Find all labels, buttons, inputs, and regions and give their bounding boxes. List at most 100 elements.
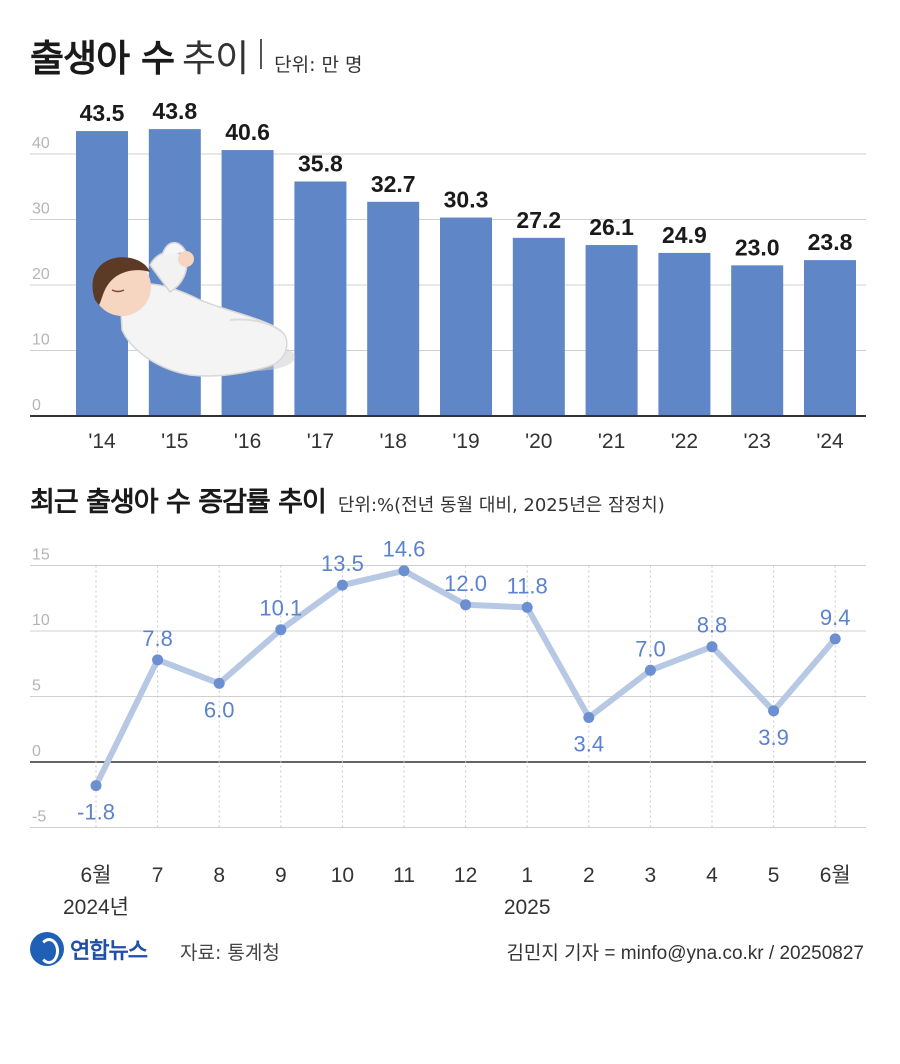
bar-xtick-label: '15 bbox=[161, 430, 188, 453]
yonhap-logo: 연합뉴스 bbox=[30, 932, 148, 966]
yonhap-logo-icon bbox=[30, 932, 64, 966]
line-value-label: 14.6 bbox=[383, 537, 426, 562]
line-point bbox=[521, 601, 533, 613]
line-value-label: 7.8 bbox=[142, 626, 173, 651]
bar-ytick-label: 0 bbox=[32, 397, 41, 414]
bar bbox=[440, 217, 492, 416]
line-point bbox=[706, 641, 718, 653]
line-value-label: 13.5 bbox=[321, 551, 364, 576]
line-value-label: 3.9 bbox=[758, 725, 789, 750]
line-xtick-label: 4 bbox=[706, 864, 718, 887]
line-xtick-label: 6월 bbox=[81, 864, 112, 887]
bar bbox=[512, 237, 565, 416]
bar-ytick-label: 30 bbox=[32, 201, 50, 218]
line-point bbox=[275, 624, 287, 636]
bar-value-label: 43.5 bbox=[80, 100, 125, 126]
bar-value-label: 24.9 bbox=[662, 222, 707, 248]
bar-value-label: 23.0 bbox=[735, 234, 780, 260]
bar-value-label: 27.2 bbox=[516, 207, 561, 233]
line-ytick-label: 10 bbox=[32, 612, 50, 629]
bar-xtick-label: '22 bbox=[671, 430, 698, 453]
bar-xtick-label: '23 bbox=[744, 430, 771, 453]
bar-xtick-label: '19 bbox=[452, 430, 479, 453]
line-point bbox=[829, 633, 841, 645]
bar-xtick-label: '20 bbox=[525, 430, 552, 453]
line-xtick-label: 6월 bbox=[820, 864, 851, 887]
bar-ytick-label: 20 bbox=[32, 266, 50, 283]
bar-xtick-label: '24 bbox=[816, 430, 844, 453]
bar-value-label: 40.6 bbox=[225, 119, 270, 145]
bar-value-label: 30.3 bbox=[444, 187, 489, 213]
bar-value-label: 35.8 bbox=[298, 151, 343, 177]
line-xtick-label: 12 bbox=[454, 864, 477, 887]
line-value-label: 7.0 bbox=[635, 636, 666, 661]
line-point bbox=[336, 579, 348, 591]
line-xtick-label: 11 bbox=[393, 864, 415, 887]
line-xtick-label: 9 bbox=[275, 864, 287, 887]
line-value-label: 6.0 bbox=[204, 697, 235, 722]
bar-xtick-label: '17 bbox=[307, 430, 334, 453]
bar-unit-label: 단위: 만 명 bbox=[274, 54, 363, 76]
line-xtick-label: 3 bbox=[645, 864, 657, 887]
yonhap-logo-text: 연합뉴스 bbox=[70, 939, 148, 964]
source-label: 자료: 통계청 bbox=[180, 942, 280, 964]
line-ytick-label: -5 bbox=[32, 809, 46, 826]
line-ytick-label: 15 bbox=[32, 547, 50, 564]
line-value-label: -1.8 bbox=[77, 800, 115, 825]
bar-chart-title: 출생아 수 추이 단위: 만 명 bbox=[30, 28, 363, 80]
line-xtick-label: 5 bbox=[768, 864, 780, 887]
line-chart-title: 최근 출생아 수 증감률 추이 단위:%(전년 동월 대비, 2025년은 잠정… bbox=[30, 480, 665, 519]
footer: 연합뉴스 자료: 통계청 김민지 기자 = minfo@yna.co.kr / … bbox=[30, 932, 864, 972]
bar-xtick-label: '16 bbox=[234, 430, 261, 453]
line-point bbox=[460, 599, 472, 611]
bar-value-label: 43.8 bbox=[152, 98, 197, 124]
line-xtick-label: 7 bbox=[152, 864, 164, 887]
bar-ytick-label: 40 bbox=[32, 135, 50, 152]
bar-value-label: 23.8 bbox=[808, 229, 853, 255]
bar bbox=[221, 150, 274, 416]
bar-xtick-label: '21 bbox=[598, 430, 625, 453]
title-divider bbox=[260, 39, 263, 69]
line-point bbox=[583, 711, 595, 723]
reporter-credit: 김민지 기자 = minfo@yna.co.kr / 20250827 bbox=[506, 943, 864, 964]
bar bbox=[294, 181, 347, 416]
line-year-label: 2025 bbox=[504, 896, 551, 919]
line-point bbox=[152, 654, 164, 666]
line-xtick-label: 10 bbox=[331, 864, 354, 887]
bar bbox=[658, 252, 711, 416]
line-point bbox=[90, 780, 102, 792]
line-point bbox=[213, 677, 225, 689]
line-ytick-label: 0 bbox=[32, 743, 41, 760]
line-year-label: 2024년 bbox=[63, 896, 129, 919]
bar-title-bold: 출생아 수 bbox=[30, 37, 175, 80]
line-unit-label: 단위:%(전년 동월 대비, 2025년은 잠정치) bbox=[337, 495, 665, 516]
line-value-label: 11.8 bbox=[507, 573, 548, 598]
bar-chart: 0 10 20 30 40 43.5 '14 43.8 '15 40.6 '16 35.8 '17 32.… bbox=[30, 98, 866, 453]
line-title-bold: 최근 출생아 수 증감률 추이 bbox=[30, 487, 327, 518]
bar-xtick-label: '18 bbox=[380, 430, 407, 453]
line-point bbox=[398, 565, 410, 577]
line-value-label: 9.4 bbox=[820, 605, 851, 630]
line-value-label: 3.4 bbox=[574, 731, 605, 756]
line-value-label: 12.0 bbox=[444, 571, 487, 596]
bar bbox=[804, 260, 856, 416]
bar-value-label: 32.7 bbox=[371, 171, 416, 197]
line-xtick-label: 1 bbox=[521, 864, 533, 887]
line-point bbox=[768, 705, 780, 717]
line-xtick-label: 2 bbox=[583, 864, 595, 887]
baby-illustration bbox=[92, 241, 295, 377]
bar-value-label: 26.1 bbox=[589, 214, 634, 240]
bar bbox=[731, 265, 784, 416]
bar bbox=[585, 245, 638, 416]
line-xtick-label: 8 bbox=[213, 864, 225, 887]
bar-title-light: 추이 bbox=[182, 37, 249, 80]
line-point bbox=[644, 664, 656, 676]
line-value-label: 8.8 bbox=[697, 613, 728, 638]
bar bbox=[367, 201, 420, 416]
bar-xtick-label: '14 bbox=[88, 430, 116, 453]
line-ytick-label: 5 bbox=[32, 678, 41, 695]
line-value-label: 10.1 bbox=[259, 596, 302, 621]
bar-ytick-label: 10 bbox=[32, 332, 50, 349]
